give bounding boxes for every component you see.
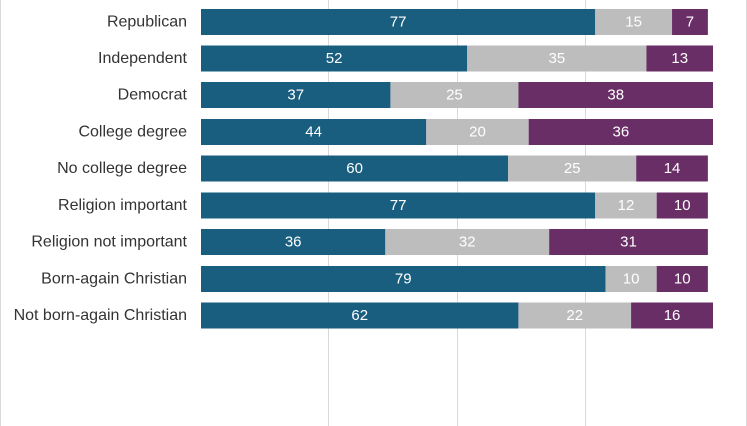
category-label: Religion important: [58, 197, 188, 214]
bar-segment-first: [201, 45, 468, 72]
category-label: Independent: [98, 50, 188, 67]
value-label: 13: [671, 50, 688, 67]
value-label: 15: [625, 14, 642, 31]
value-label: 20: [469, 124, 486, 141]
value-label: 14: [664, 160, 681, 177]
bar-segment-third: [636, 155, 708, 182]
category-label: No college degree: [57, 160, 187, 177]
value-label: 25: [564, 160, 581, 177]
value-label: 25: [446, 87, 463, 104]
bar-segment-third: [518, 82, 713, 108]
bar-segment-first: [201, 302, 519, 329]
bar-segment-first: [201, 266, 606, 292]
value-label: 77: [390, 197, 407, 214]
bar-segment-third: [672, 9, 708, 35]
bar-segment-second: [467, 45, 647, 72]
bar-segment-second: [426, 119, 529, 145]
value-label: 7: [686, 14, 694, 31]
bar-segment-first: [201, 9, 596, 35]
value-label: 22: [566, 307, 583, 324]
bar-segment-second: [595, 9, 673, 35]
category-label: Democrat: [118, 87, 188, 104]
category-label: Republican: [107, 14, 187, 31]
value-label: 12: [618, 197, 635, 214]
value-label: 37: [287, 87, 304, 104]
value-label: 38: [607, 87, 624, 104]
value-label: 10: [674, 197, 691, 214]
labels-layer: Republican 77 15 7 Independent 52 35 13 Democrat…: [14, 14, 695, 325]
value-label: 10: [623, 271, 640, 288]
value-label: 77: [390, 14, 407, 31]
value-label: 16: [664, 307, 681, 324]
value-label: 60: [346, 160, 363, 177]
bar-segment-first: [201, 155, 509, 182]
value-label: 32: [459, 234, 476, 251]
bar-segment-third: [656, 266, 708, 292]
bar-segment-second: [605, 266, 657, 292]
bar-segment-second: [385, 229, 550, 255]
value-label: 62: [351, 307, 368, 324]
bar-segment-first: [201, 192, 596, 219]
bar-segment-second: [390, 82, 519, 108]
category-label: Born-again Christian: [41, 271, 187, 288]
bar-segment-first: [201, 82, 391, 108]
category-label: Not born-again Christian: [14, 307, 187, 324]
bars-layer: [201, 9, 713, 329]
bar-segment-second: [595, 192, 657, 219]
category-label: College degree: [78, 124, 187, 141]
bar-segment-third: [631, 302, 713, 329]
bar-segment-third: [646, 45, 713, 72]
bar-segment-second: [508, 155, 637, 182]
bar-segment-third: [656, 192, 708, 219]
value-label: 52: [326, 50, 343, 67]
value-label: 36: [612, 124, 629, 141]
category-label: Religion not important: [31, 234, 187, 251]
value-label: 36: [285, 234, 302, 251]
bar-segment-second: [518, 302, 632, 329]
bar-segment-third: [528, 119, 713, 145]
bar-segment-first: [201, 119, 427, 145]
value-label: 44: [305, 124, 322, 141]
value-label: 10: [674, 271, 691, 288]
value-label: 31: [620, 234, 637, 251]
bar-segment-third: [549, 229, 708, 255]
bar-segment-first: [201, 229, 386, 255]
value-label: 35: [548, 50, 565, 67]
value-label: 79: [395, 271, 412, 288]
